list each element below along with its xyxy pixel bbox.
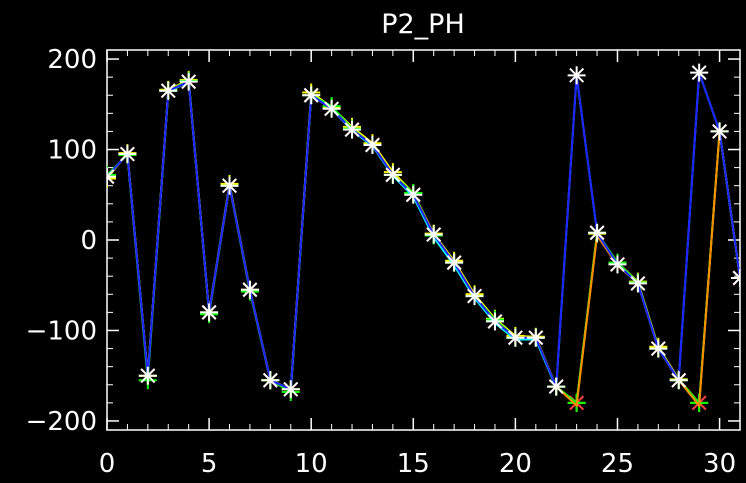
series-0 — [107, 74, 740, 411]
data-point — [526, 328, 545, 347]
data-point — [261, 371, 280, 390]
x-tick-label: 15 — [397, 449, 430, 479]
data-point — [138, 366, 157, 385]
data-point — [424, 225, 443, 244]
x-tick-label: 5 — [201, 449, 218, 479]
y-tick-label: 0 — [80, 226, 97, 256]
marker-d2 — [732, 276, 740, 286]
data-point — [608, 255, 627, 274]
marker-d2 — [548, 379, 564, 395]
marker-d2 — [119, 146, 135, 162]
marker-d2 — [201, 304, 217, 320]
y-tick-label: 100 — [47, 136, 97, 166]
marker-d2 — [405, 187, 421, 203]
x-tick-label: 25 — [601, 449, 634, 479]
marker-d2 — [446, 255, 462, 271]
marker-d2 — [222, 178, 237, 194]
axes: 0 5 10 15 20 25 30 −200 −100 0 100 200 — [26, 45, 741, 479]
x-tick-label: 10 — [295, 449, 328, 479]
y-tick-label: 200 — [47, 45, 97, 75]
marker-d2 — [324, 101, 340, 117]
series-layer — [107, 63, 740, 412]
marker-d1 — [732, 270, 740, 280]
series-markers — [107, 74, 740, 411]
series-markers — [107, 63, 740, 399]
marker-d2 — [140, 368, 156, 384]
data-point — [322, 99, 341, 118]
data-point — [649, 339, 668, 358]
x-tick-label: 30 — [703, 449, 736, 479]
data-point — [445, 253, 464, 272]
marker-d2 — [650, 341, 666, 357]
chart-title: P2_PH — [381, 9, 465, 40]
data-point — [363, 136, 382, 154]
marker-d2 — [181, 74, 197, 90]
series-1 — [107, 70, 740, 412]
data-point — [200, 303, 219, 322]
data-point — [628, 274, 647, 293]
marker-d2 — [467, 288, 483, 304]
marker-d2 — [589, 225, 605, 241]
data-point — [179, 72, 198, 91]
marker-d2 — [569, 67, 585, 83]
data-point — [731, 269, 740, 287]
data-point — [220, 176, 239, 195]
marker-d2 — [691, 65, 707, 81]
marker-d2 — [426, 227, 442, 243]
marker-d1 — [107, 175, 115, 185]
data-point — [669, 371, 688, 390]
data-point — [485, 312, 504, 331]
y-tick-label: −200 — [26, 407, 97, 437]
marker-d2 — [303, 87, 319, 103]
marker-d2 — [364, 137, 380, 153]
marker-d2 — [487, 313, 503, 329]
series-markers — [107, 71, 740, 412]
data-point — [107, 165, 116, 184]
data-point — [690, 63, 709, 82]
data-point — [240, 280, 259, 299]
marker-d2 — [610, 256, 625, 272]
marker-d2 — [385, 167, 401, 183]
marker-d2 — [630, 275, 646, 291]
marker-d2 — [344, 122, 360, 138]
data-point — [383, 165, 402, 184]
data-point — [343, 120, 362, 139]
data-point — [567, 66, 586, 85]
marker-d2 — [283, 381, 299, 397]
marker-d2 — [507, 330, 523, 346]
series-2 — [107, 71, 740, 412]
marker-d2 — [262, 372, 278, 388]
y-tick-label: −100 — [26, 316, 97, 346]
data-point — [547, 377, 566, 396]
data-point — [107, 169, 116, 188]
data-point — [404, 185, 423, 204]
marker-d2 — [671, 372, 687, 388]
x-tick-label: 0 — [99, 449, 116, 479]
data-point — [302, 86, 321, 105]
marker-d2 — [712, 123, 728, 139]
data-point — [118, 145, 137, 164]
data-point — [506, 328, 525, 347]
data-point — [281, 380, 300, 399]
series-markers — [107, 70, 740, 412]
series-5 — [107, 63, 740, 399]
marker-d2 — [242, 282, 258, 298]
marker-d2 — [107, 169, 115, 179]
data-point — [588, 223, 607, 242]
data-point — [107, 167, 116, 186]
marker-d2 — [528, 330, 544, 346]
marker-d2 — [160, 83, 176, 99]
data-point — [159, 81, 178, 100]
data-point — [710, 122, 729, 141]
data-point — [465, 287, 484, 306]
x-tick-label: 20 — [499, 449, 532, 479]
series-line — [107, 72, 740, 391]
